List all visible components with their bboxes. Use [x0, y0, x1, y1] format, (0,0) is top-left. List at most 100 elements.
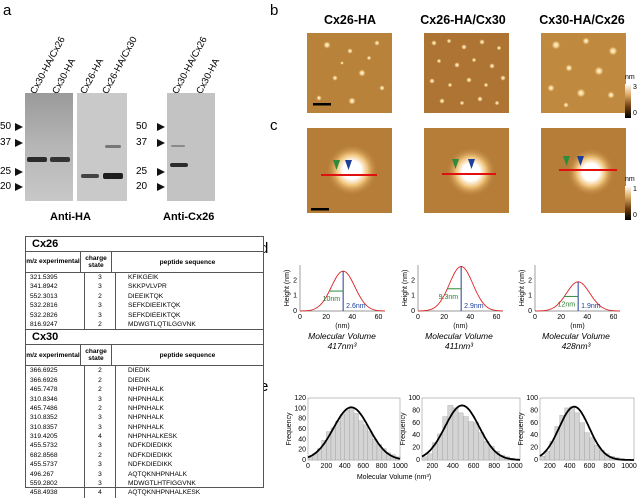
colorbar-c-min: 0: [633, 212, 637, 219]
table-row: 465.7478 2 NHPNHALK: [26, 385, 263, 395]
y-tick-label: 120: [294, 395, 306, 402]
x-tick-label: 0: [416, 314, 420, 321]
mz-cell: 321.5395: [26, 273, 85, 283]
histogram-bar: [473, 422, 479, 461]
histogram-bar: [594, 444, 600, 461]
y-tick-label: 1: [411, 293, 415, 300]
x-tick-label: 400: [339, 463, 351, 470]
marker-arrow: [15, 168, 23, 176]
x-tick-label: 40: [348, 314, 356, 321]
sequence-cell: NDFKDIEDIKK: [128, 461, 173, 469]
scale-bar: [313, 103, 331, 106]
charge-cell: 3: [85, 413, 116, 423]
x-tick-label: 40: [466, 314, 474, 321]
y-tick-label: 60: [298, 426, 306, 433]
y-tick-label: 40: [298, 436, 306, 443]
fit-curve: [421, 404, 520, 461]
table-row: 682.8568 2 NDFKDIEDIKK: [26, 450, 263, 461]
afm-image-b-2: [424, 33, 509, 113]
y-axis-label: Height (nm): [402, 270, 409, 307]
x-axis-label: (nm): [453, 323, 467, 330]
volume-caption-text: Molecular Volume: [542, 331, 610, 341]
histogram-bar: [452, 407, 459, 461]
y-tick-label: 20: [530, 445, 538, 452]
marker-arrow: [157, 183, 165, 191]
x-tick-label: 20: [440, 314, 448, 321]
volume-value: 411nm³: [444, 341, 474, 351]
table-row: 310.8352 3 NHPNHALK: [26, 413, 263, 423]
sample-title-1: Cx26-HA: [323, 13, 377, 27]
y-axis-label: Frequency: [400, 412, 407, 446]
x-tick-label: 600: [468, 463, 480, 470]
header-mz: m/z experimental: [26, 345, 81, 366]
sequence-cell: MDWGTLHTFIGGVNK: [128, 480, 196, 488]
table-header: m/z experimental charge state peptide se…: [26, 345, 263, 367]
mz-cell: 532.2826: [26, 310, 85, 320]
scale-bar: [311, 208, 329, 211]
colorbar-c: [625, 186, 631, 220]
marker-37: 37: [136, 137, 148, 148]
x-axis-label: Molecular Volume (nm³): [357, 474, 431, 481]
sample-title-3: Cx30-HA/Cx26: [539, 13, 625, 27]
panel-letter-b: b: [270, 2, 279, 19]
sequence-cell: KFIKGEIK: [128, 274, 159, 281]
table-row: 366.6926 2 DIEDIK: [26, 375, 263, 386]
charge-cell: 3: [85, 310, 116, 320]
table-row: 532.2816 3 SEFKDIEEIKTQK: [26, 301, 263, 311]
histogram-bar: [349, 407, 355, 461]
width-label: 10nm: [323, 296, 341, 303]
charge-cell: 2: [85, 385, 116, 395]
marker-arrow: [157, 168, 165, 176]
sequence-cell: NHPNHALK: [128, 386, 164, 394]
y-tick-label: 40: [412, 432, 420, 439]
mz-cell: 816.9247: [26, 319, 85, 330]
height-label: 1.9nm: [581, 303, 601, 310]
marker-arrow: [15, 139, 23, 147]
lane-label: Cx30-HA: [194, 56, 223, 96]
x-tick-label: 200: [321, 463, 333, 470]
y-tick-label: 2: [293, 277, 297, 284]
x-tick-label: 0: [298, 314, 302, 321]
fit-curve: [539, 405, 634, 461]
volume-caption-2: Molecular Volume 411nm³: [404, 331, 514, 351]
histogram-bar: [579, 422, 585, 461]
marker-arrow: [157, 123, 165, 131]
histogram-bar: [426, 453, 433, 461]
x-tick-label: 60: [375, 314, 383, 321]
volume-caption-text: Molecular Volume: [425, 331, 493, 341]
colorbar-c-max: 1: [633, 186, 637, 193]
x-tick-label: 60: [610, 314, 618, 321]
height-profile-3: 2 1 00 20 40 60 12nm 1.9nm (nm) Height (nm): [519, 265, 620, 330]
sequence-cell: NHPNHALK: [128, 404, 164, 412]
y-tick-label: 0: [534, 457, 538, 464]
table-row: 552.3013 2 DIEEIKTQK: [26, 291, 263, 302]
profile-curve: [534, 281, 620, 312]
sequence-cell: NDFKDIEDIKK: [128, 451, 173, 459]
histogram-bar: [344, 410, 350, 461]
table-row: 319.4205 4 NHPNHALKESK: [26, 432, 263, 442]
blot-title-anti-cx26: Anti-Cx26: [163, 211, 215, 223]
x-axis-label: (nm): [335, 323, 349, 330]
charge-cell: 3: [85, 282, 116, 292]
charge-cell: 3: [85, 469, 116, 480]
table-row: 321.5395 3 KFIKGEIK: [26, 273, 263, 283]
x-tick-label: 200: [426, 463, 438, 470]
y-tick-label: 0: [293, 308, 297, 315]
volume-caption-1: Molecular Volume 417nm³: [287, 331, 397, 351]
mz-cell: 559.2802: [26, 479, 85, 489]
panel-letter-e: e: [260, 378, 269, 395]
histogram-bar: [372, 439, 378, 461]
width-label: 9.3nm: [439, 294, 459, 301]
y-tick-label: 1: [528, 293, 532, 300]
charge-cell: 2: [85, 319, 116, 330]
y-tick-label: 0: [416, 457, 420, 464]
mz-cell: 366.6925: [26, 366, 85, 376]
mz-cell: 496.267: [26, 469, 85, 480]
histogram-bar: [478, 432, 485, 461]
x-tick-label: 800: [603, 463, 615, 470]
y-tick-label: 40: [530, 432, 538, 439]
charge-cell: 3: [85, 479, 116, 489]
volume-caption-3: Molecular Volume 428nm³: [521, 331, 631, 351]
